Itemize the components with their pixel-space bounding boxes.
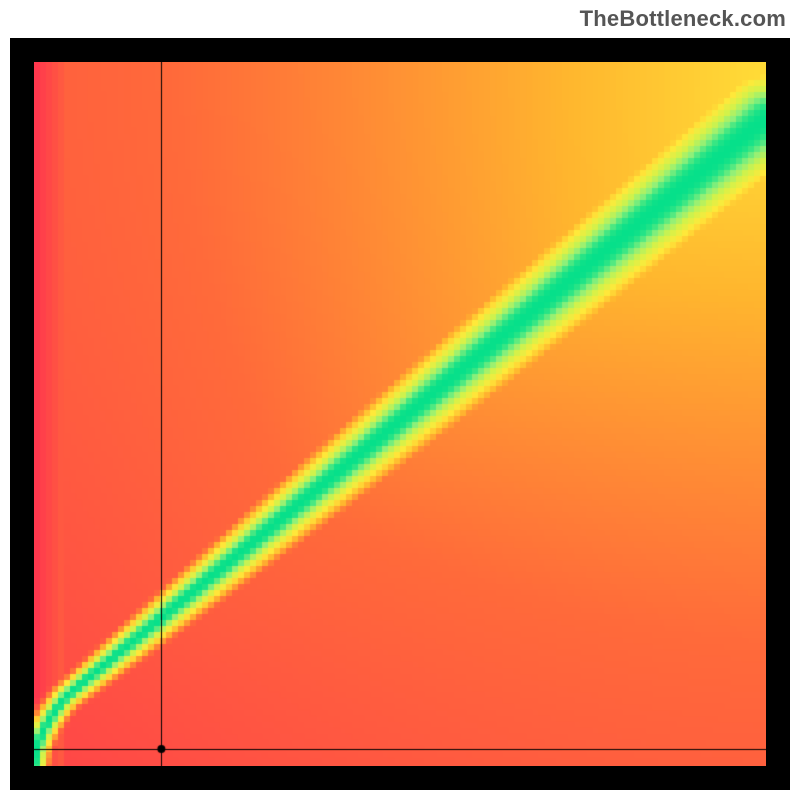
watermark-text: TheBottleneck.com xyxy=(580,6,786,32)
chart-container: TheBottleneck.com xyxy=(0,0,800,800)
heatmap-plot xyxy=(34,62,766,766)
heatmap-canvas xyxy=(34,62,766,766)
